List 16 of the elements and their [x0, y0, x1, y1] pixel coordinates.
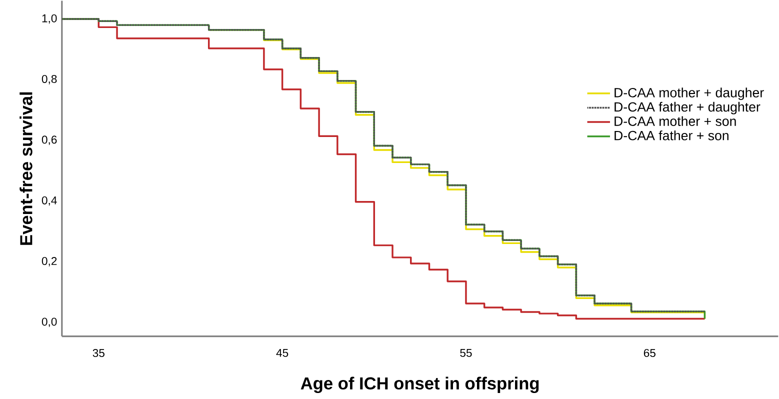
legend-label: D-CAA mother + daugher — [614, 87, 764, 100]
y-axis-title: Event-free survival — [20, 92, 32, 245]
y-tick-label: 1,0 — [42, 14, 57, 24]
x-axis-title: Age of ICH onset in offspring — [300, 376, 539, 393]
y-tick-label: 0,2 — [42, 256, 57, 266]
legend-label: D-CAA mother + son — [614, 116, 736, 126]
y-tick-label: 0,8 — [42, 74, 57, 84]
legend-label: D-CAA father + daughter — [614, 102, 760, 114]
x-tick-label: 55 — [460, 348, 472, 357]
x-tick-label: 35 — [92, 348, 104, 357]
y-tick-label: 0,6 — [42, 136, 57, 145]
y-tick-label: 0,0 — [42, 318, 57, 327]
x-tick-label: 65 — [644, 348, 656, 357]
y-tick-label: 0,4 — [42, 196, 57, 206]
x-tick-label: 45 — [276, 348, 288, 357]
legend-label: D-CAA father + son — [614, 130, 728, 140]
